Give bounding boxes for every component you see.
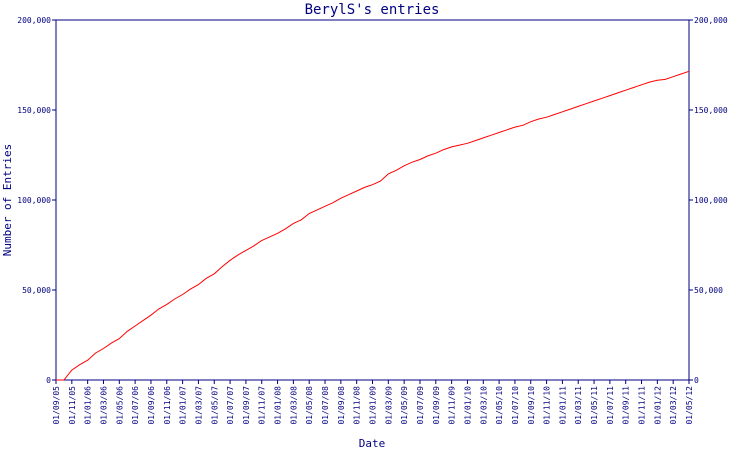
x-tick-label: 01/09/10 [527, 386, 536, 425]
x-tick-label: 01/07/11 [606, 386, 615, 425]
x-tick-label: 01/05/07 [210, 386, 219, 425]
x-tick-label: 01/03/11 [574, 386, 583, 425]
y-tick-label-left: 200,000 [17, 16, 51, 25]
y-ticks-left: 0 50,000 100,000 150,000 200,000 [17, 16, 56, 385]
y-tick-label-left: 100,000 [17, 196, 51, 205]
x-tick-label: 01/05/11 [590, 386, 599, 425]
y-tick-label-right: 150,000 [694, 106, 728, 115]
x-tick-label: 01/07/07 [226, 386, 235, 425]
x-tick-label: 01/05/12 [685, 386, 694, 425]
y-tick-label-right: 50,000 [694, 286, 723, 295]
series-line [56, 70, 690, 381]
x-tick-label: 01/09/08 [337, 386, 346, 425]
x-tick-label: 01/03/12 [669, 386, 678, 425]
x-tick-label: 01/09/05 [52, 386, 61, 425]
x-tick-label: 01/11/06 [163, 386, 172, 425]
y-tick-label-left: 50,000 [22, 286, 51, 295]
x-tick-label: 01/01/11 [558, 386, 567, 425]
x-tick-label: 01/11/05 [68, 386, 77, 425]
y-ticks-right: 0 50,000 100,000 150,000 200,000 [689, 16, 728, 385]
x-tick-label: 01/01/08 [274, 386, 283, 425]
x-tick-label: 01/01/06 [84, 386, 93, 425]
x-tick-label: 01/07/08 [321, 386, 330, 425]
x-tick-label: 01/11/07 [258, 386, 267, 425]
x-tick-label: 01/01/09 [369, 386, 378, 425]
y-tick-label-right: 100,000 [694, 196, 728, 205]
x-tick-label: 01/03/07 [194, 386, 203, 425]
x-ticks: 01/09/05 01/11/05 01/01/06 01/03/06 01/05/06… [52, 380, 694, 425]
x-tick-label: 01/05/08 [305, 386, 314, 425]
series-layer [56, 70, 690, 381]
x-tick-label: 01/09/11 [622, 386, 631, 425]
x-axis-label: Date [359, 437, 386, 450]
x-tick-label: 01/11/09 [448, 386, 457, 425]
y-axis-label: Number of Entries [1, 144, 14, 257]
x-tick-label: 01/11/11 [638, 386, 647, 425]
y-tick-label-right: 0 [694, 376, 699, 385]
x-tick-label: 01/05/09 [400, 386, 409, 425]
x-tick-label: 01/01/07 [179, 386, 188, 425]
y-tick-label-right: 200,000 [694, 16, 728, 25]
y-tick-label-left: 150,000 [17, 106, 51, 115]
x-tick-label: 01/11/10 [543, 386, 552, 425]
x-tick-label: 01/03/08 [289, 386, 298, 425]
x-tick-label: 01/01/12 [653, 386, 662, 425]
x-tick-label: 01/11/08 [353, 386, 362, 425]
y-tick-label-left: 0 [46, 376, 51, 385]
plot-frame [55, 19, 690, 381]
x-tick-label: 01/05/06 [115, 386, 124, 425]
x-tick-label: 01/09/06 [147, 386, 156, 425]
x-tick-label: 01/01/10 [463, 386, 472, 425]
x-tick-label: 01/03/10 [479, 386, 488, 425]
x-tick-label: 01/07/09 [416, 386, 425, 425]
x-tick-label: 01/09/07 [242, 386, 251, 425]
chart-title: BerylS's entries [305, 2, 440, 18]
x-tick-label: 01/07/06 [131, 386, 140, 425]
x-tick-label: 01/07/10 [511, 386, 520, 425]
x-tick-label: 01/05/10 [495, 386, 504, 425]
x-tick-label: 01/03/06 [99, 386, 108, 425]
x-tick-label: 01/03/09 [384, 386, 393, 425]
x-tick-label: 01/09/09 [432, 386, 441, 425]
